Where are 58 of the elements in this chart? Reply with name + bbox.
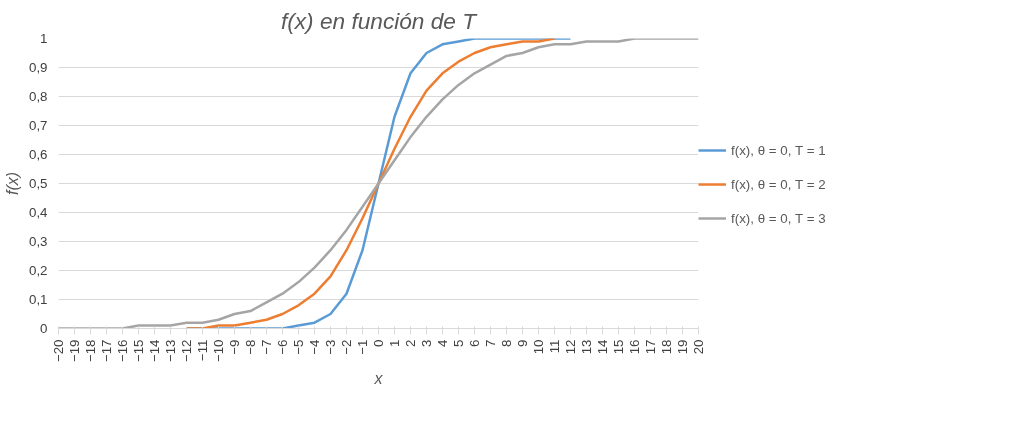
y-tick-label: 0	[40, 321, 48, 336]
x-tick-label: −6	[275, 339, 290, 355]
x-tick-label: −8	[243, 339, 258, 355]
y-tick-label: 0,9	[28, 60, 48, 75]
x-tick-label: −2	[339, 339, 354, 355]
x-tick-label: −3	[323, 339, 338, 355]
x-tick-label: 5	[451, 339, 466, 347]
x-tick-label: −12	[179, 339, 194, 363]
x-tick-label: 7	[483, 339, 498, 347]
x-tick-label: −4	[307, 338, 322, 355]
x-tick-label: 17	[643, 339, 658, 355]
x-tick-label: −9	[227, 339, 242, 355]
x-tick-label: −1	[355, 339, 370, 355]
x-tick-label: 15	[611, 339, 626, 355]
x-tick-label: 1	[387, 339, 402, 347]
x-tick-label: −10	[211, 339, 226, 363]
y-tick-label: 0,8	[28, 89, 48, 104]
x-tick-label: 2	[403, 339, 418, 347]
y-tick-label: 1	[40, 31, 48, 46]
x-tick-label: 19	[675, 339, 690, 355]
y-tick-label: 0,3	[28, 234, 48, 249]
chart-title: f(x) en función de T	[280, 7, 479, 34]
y-tick-label: 0,4	[28, 205, 49, 220]
x-tick-label: −13	[163, 339, 178, 363]
legend-label: f(x), θ = 0, T = 3	[731, 210, 826, 226]
x-tick-label: −16	[115, 339, 130, 363]
legend-label: f(x), θ = 0, T = 1	[731, 142, 826, 158]
x-tick-label: 6	[467, 339, 482, 347]
x-tick-label: 9	[515, 339, 530, 347]
y-tick-label: 0,7	[28, 118, 48, 133]
x-tick-label: −5	[291, 339, 306, 355]
x-tick-label: −18	[83, 339, 98, 363]
x-tick-label: 10	[531, 339, 546, 355]
x-axis-title: x	[373, 370, 384, 388]
x-tick-label: −19	[67, 339, 82, 363]
x-tick-label: 13	[579, 339, 594, 355]
x-tick-label: −20	[51, 339, 66, 363]
x-tick-label: −7	[259, 339, 274, 355]
x-tick-label: 20	[691, 339, 706, 355]
x-tick-label: 8	[499, 339, 514, 347]
x-tick-label: −17	[99, 339, 114, 363]
legend-label: f(x), θ = 0, T = 2	[731, 176, 826, 192]
y-axis-title: f(x)	[3, 171, 21, 196]
y-tick-label: 0,1	[28, 292, 48, 307]
x-tick-label: −11	[195, 339, 210, 362]
y-tick-label: 0,6	[28, 147, 48, 162]
x-tick-label: 0	[371, 339, 386, 347]
x-tick-label: 14	[595, 338, 610, 355]
x-tick-label: 3	[419, 339, 434, 347]
x-tick-label: 18	[659, 339, 674, 355]
y-tick-label: 0,5	[28, 176, 48, 191]
x-tick-label: −15	[131, 339, 146, 363]
x-tick-label: 16	[627, 339, 642, 355]
x-tick-label: 11	[547, 339, 562, 354]
x-tick-label: 4	[435, 338, 450, 347]
x-tick-label: 12	[563, 339, 578, 355]
x-tick-label: −14	[147, 338, 162, 363]
y-tick-label: 0,2	[28, 263, 48, 278]
